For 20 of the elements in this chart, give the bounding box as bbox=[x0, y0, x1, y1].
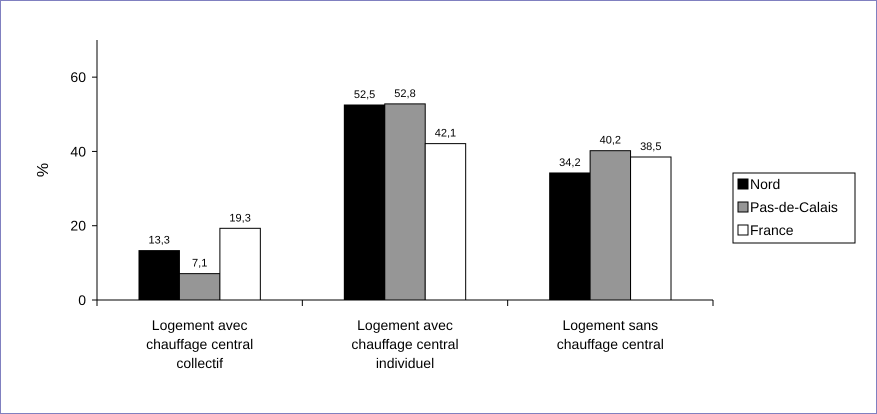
x-tick-label: Logement avec chauffage central collectif bbox=[146, 317, 254, 371]
legend-label: Pas-de-Calais bbox=[750, 199, 838, 215]
x-tick-label: Logement avec chauffage central individuel bbox=[351, 317, 459, 371]
data-label: 34,2 bbox=[559, 156, 581, 169]
y-tick-label: 60 bbox=[70, 69, 86, 86]
data-label: 52,5 bbox=[354, 89, 376, 101]
data-label: 52,8 bbox=[394, 88, 416, 100]
x-tick-label: Logement sans chauffage central bbox=[556, 317, 664, 352]
y-tick-label: 20 bbox=[70, 218, 86, 234]
y-axis-title: % bbox=[35, 162, 52, 178]
legend-label: France bbox=[750, 222, 794, 238]
data-label: 7,1 bbox=[192, 258, 208, 270]
data-label: 13,3 bbox=[148, 234, 170, 247]
y-tick-label: 0 bbox=[78, 292, 86, 308]
legend-label: Nord bbox=[750, 176, 780, 192]
data-label: 42,1 bbox=[434, 128, 456, 140]
data-label: 38,5 bbox=[640, 141, 662, 153]
data-label: 19,3 bbox=[229, 212, 251, 224]
y-tick-label: 40 bbox=[70, 143, 86, 160]
data-label: 40,2 bbox=[600, 134, 622, 147]
